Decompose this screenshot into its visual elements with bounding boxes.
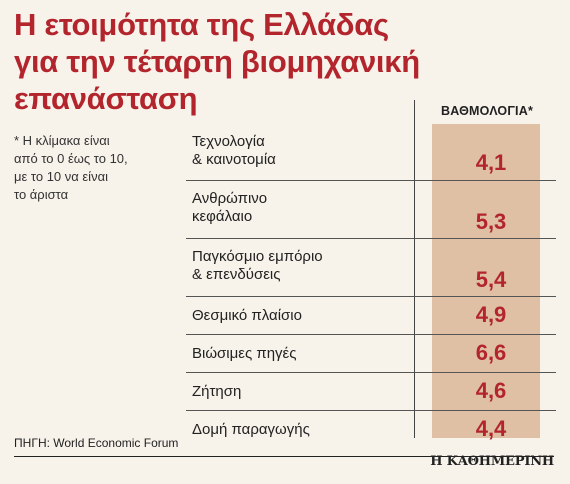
row-label-line: Ανθρώπινο [192, 190, 268, 207]
row-value: 4,9 [475, 302, 507, 327]
table-row: Ανθρώπινο κεφάλαιο 5,3 [186, 180, 556, 239]
row-label-line: Παγκόσμιο εμπόριο [192, 248, 323, 265]
table-row: Παγκόσμιο εμπόριο & επενδύσεις 5,4 [186, 238, 556, 297]
table-row: Δομή παραγωγής 4,4 [186, 410, 556, 449]
table-row: Ζήτηση 4,6 [186, 372, 556, 411]
row-label-line: Δομή παραγωγής [192, 421, 310, 438]
note-line: * Η κλίμακα είναι [14, 133, 110, 148]
row-label-line: Τεχνολογία [192, 133, 265, 150]
row-label-line: Ζήτηση [192, 383, 242, 400]
column-divider [414, 100, 415, 438]
chart-title: Η ετοιμότητα της Ελλάδας για την τέταρτη… [14, 6, 554, 117]
row-label: Δομή παραγωγής [192, 421, 310, 439]
scale-note: * Η κλίμακα είναι από το 0 έως το 10, με… [14, 132, 179, 204]
row-label-line: & επενδύσεις [192, 266, 281, 283]
row-value: 6,6 [475, 340, 507, 365]
row-label-line: & καινοτομία [192, 151, 276, 168]
title-line-2: για την τέταρτη βιομηχανική [14, 44, 420, 79]
row-label: Ανθρώπινο κεφάλαιο [192, 190, 267, 226]
row-label-line: Θεσμικό πλαίσιο [192, 307, 302, 324]
row-label: Βιώσιμες πηγές [192, 345, 296, 363]
bottom-rule [14, 456, 554, 457]
row-label-line: κεφάλαιο [192, 208, 253, 225]
table-row: Θεσμικό πλαίσιο 4,9 [186, 296, 556, 335]
score-column-band [432, 124, 540, 438]
row-label: Θεσμικό πλαίσιο [192, 307, 302, 325]
title-line-1: Η ετοιμότητα της Ελλάδας [14, 7, 389, 42]
row-value: 4,6 [475, 378, 507, 403]
row-label: Παγκόσμιο εμπόριο & επενδύσεις [192, 248, 323, 284]
score-column-header: ΒΑΘΜΟΛΟΓΙΑ* [440, 104, 534, 118]
note-line: από το 0 έως το 10, [14, 151, 128, 166]
table-row: Βιώσιμες πηγές 6,6 [186, 334, 556, 373]
row-value: 5,3 [475, 209, 507, 234]
table-row: Τεχνολογία & καινοτομία 4,1 [186, 124, 556, 180]
row-value: 4,4 [475, 416, 507, 441]
note-line: με το 10 να είναι [14, 169, 108, 184]
row-value: 4,1 [475, 150, 507, 175]
row-label: Ζήτηση [192, 383, 241, 401]
brand-logo: Η ΚΑΘΗΜΕΡΙΝΗ [430, 454, 554, 469]
row-label-line: Βιώσιμες πηγές [192, 345, 297, 362]
source-note: ΠΗΓΗ: World Economic Forum [14, 436, 179, 450]
title-line-3: επανάσταση [14, 81, 198, 116]
row-value: 5,4 [475, 267, 507, 292]
row-label: Τεχνολογία & καινοτομία [192, 133, 276, 169]
note-line: το άριστα [14, 187, 69, 202]
